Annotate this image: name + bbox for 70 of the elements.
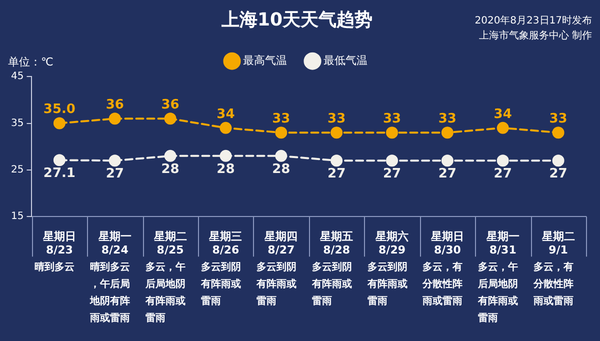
data-label: 27	[106, 166, 124, 182]
text: 多云，有分散性阵雨或雷雨	[422, 261, 463, 308]
data-label: 27	[438, 166, 456, 182]
point	[496, 122, 509, 134]
data-label: 27.1	[43, 166, 76, 182]
y-tick-label: 45	[10, 71, 24, 82]
x-tick-label: 星期一 8/24	[97, 230, 132, 256]
point	[164, 150, 176, 162]
x-tick-label: 星期四 8/27	[264, 230, 298, 256]
point	[441, 154, 454, 167]
data-label: 27	[382, 166, 402, 182]
point	[496, 154, 509, 167]
x-tick-label: 星期六 8/29	[374, 230, 409, 256]
data-label: 27	[549, 166, 568, 182]
x-tick-label: 星期二 8/25	[152, 230, 187, 256]
text: 晴到多云	[34, 261, 75, 274]
data-label: 33	[438, 111, 456, 126]
point	[386, 126, 398, 139]
data-label: 33	[272, 111, 290, 126]
x-tick-label: 星期日 8/23	[42, 230, 76, 256]
y-axis-title: 单位：℃	[8, 55, 54, 68]
data-label: 27	[494, 166, 512, 182]
data-label: 28	[161, 162, 180, 177]
point	[108, 112, 121, 125]
text: 晴到多云，午后局地阴有阵雨或雷雨	[89, 261, 130, 324]
x-tick-label: 星期日 8/30	[430, 230, 464, 256]
data-label: 36	[161, 97, 180, 112]
point	[220, 150, 232, 162]
point	[330, 154, 343, 167]
point	[220, 122, 232, 134]
y-tick-label: 15	[10, 211, 24, 222]
data-label: 33	[328, 111, 346, 126]
text: 多云，午后局地阴有阵雨或雷雨	[144, 261, 186, 324]
point	[552, 126, 564, 139]
point	[164, 112, 176, 125]
legend-label: 最高气温	[243, 54, 287, 67]
text: 多云，午后局地阴有阵雨或雷雨	[477, 261, 518, 324]
x-tick-label: 星期二 9/1	[540, 230, 575, 256]
data-label: 33	[549, 111, 568, 126]
point	[386, 154, 398, 167]
point	[53, 154, 66, 166]
x-tick-label: 星期一 8/31	[485, 230, 520, 256]
data-label: 34	[216, 106, 235, 122]
text: 多云，有分散性阵雨或雷雨	[532, 261, 574, 308]
data-label: 27	[328, 166, 346, 182]
x-tick-label: 星期三 8/26	[208, 230, 242, 256]
point	[275, 126, 288, 139]
point	[53, 117, 66, 130]
point	[441, 126, 454, 139]
text: 上海市气象服务中心 制作	[478, 30, 592, 42]
text: 多云到阴有阵雨或雷雨	[310, 261, 352, 308]
text: 多云到阴有阵雨或雷雨	[200, 261, 242, 308]
point	[552, 154, 564, 167]
point	[275, 150, 288, 162]
data-label: 36	[106, 97, 124, 112]
legend-label: 最低气温	[324, 54, 368, 67]
data-label: 28	[216, 162, 235, 177]
y-tick-label: 25	[10, 164, 24, 176]
point	[108, 154, 121, 167]
data-label: 28	[272, 162, 290, 177]
text: 多云到阴有阵雨或雷雨	[366, 261, 408, 308]
chart-title: 上海10天天气趋势	[220, 9, 373, 30]
text: 多云到阴有阵雨或雷雨	[255, 261, 296, 308]
x-tick-label: 星期五 8/28	[319, 230, 354, 256]
text: 2020年8月23日17时发布	[474, 14, 592, 27]
data-label: 34	[494, 106, 512, 122]
data-label: 33	[382, 111, 402, 126]
data-label: 35.0	[43, 102, 76, 118]
y-tick-label: 35	[10, 118, 24, 129]
point	[330, 126, 343, 139]
